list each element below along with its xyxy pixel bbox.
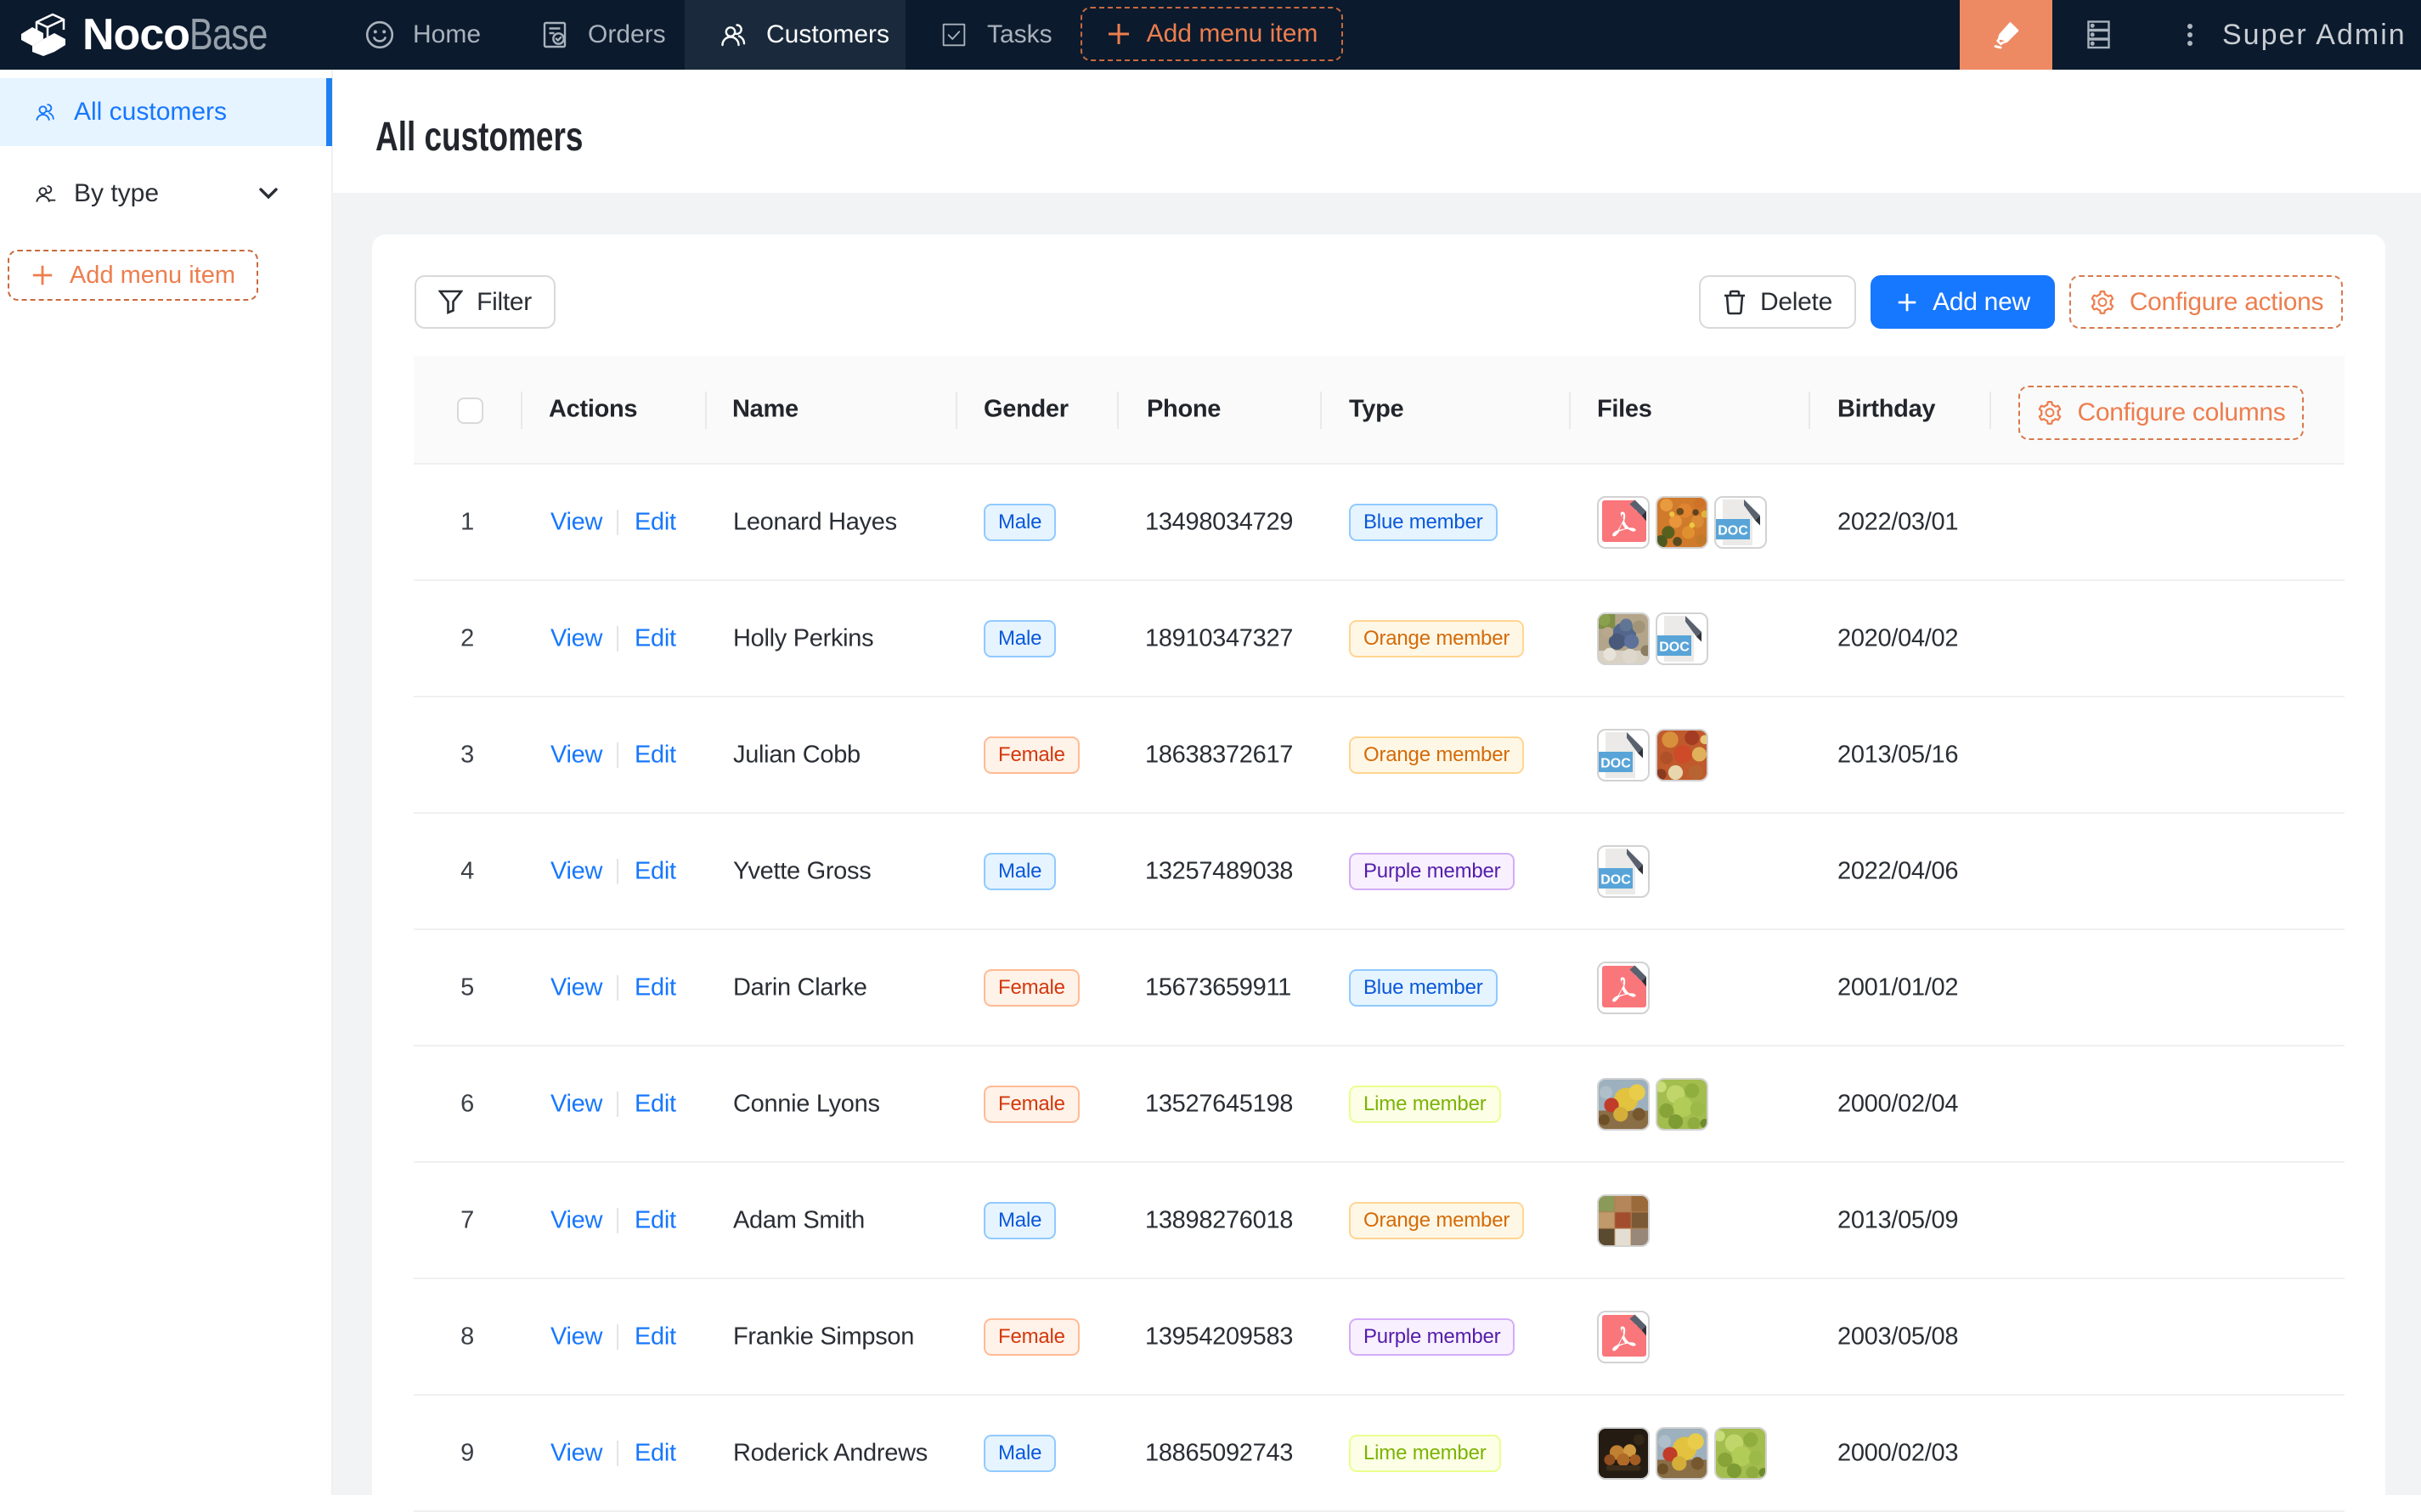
svg-text:DOC: DOC <box>1659 640 1690 654</box>
svg-text:DOC: DOC <box>1600 756 1631 770</box>
svg-text:DOC: DOC <box>1718 523 1748 538</box>
svg-text:DOC: DOC <box>1600 872 1631 887</box>
